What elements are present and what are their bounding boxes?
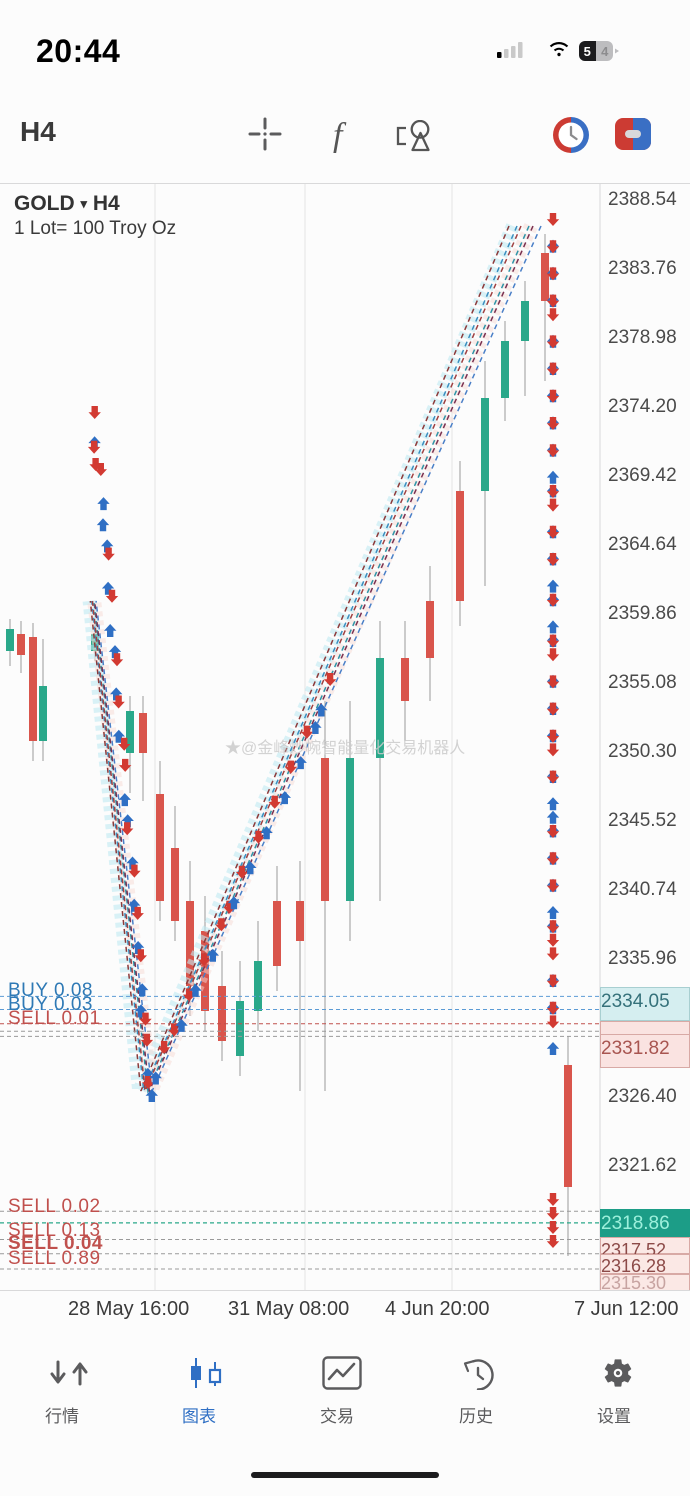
svg-text:4: 4 [601, 44, 609, 59]
svg-text:5: 5 [584, 44, 591, 59]
